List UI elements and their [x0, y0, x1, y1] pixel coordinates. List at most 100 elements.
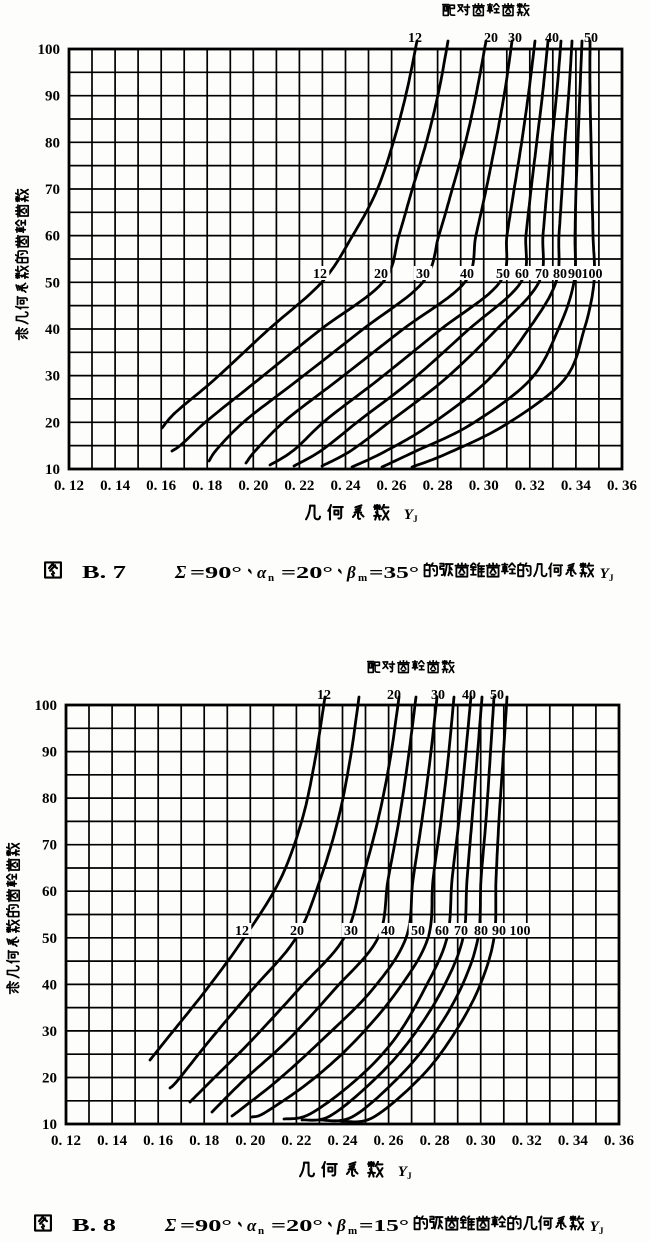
svg-text:α: α	[247, 1216, 257, 1235]
svg-text:30: 30	[45, 369, 60, 385]
svg-text:60: 60	[42, 884, 57, 900]
svg-text:10: 10	[42, 1117, 57, 1133]
svg-text:70: 70	[45, 182, 60, 198]
svg-text:0. 12: 0. 12	[54, 478, 84, 494]
svg-text:80: 80	[553, 267, 567, 282]
svg-text:0. 22: 0. 22	[281, 1133, 311, 1149]
svg-text:0. 34: 0. 34	[558, 1133, 589, 1149]
svg-text:0. 18: 0. 18	[192, 478, 222, 494]
svg-text:50: 50	[496, 267, 510, 282]
svg-text:80: 80	[474, 924, 488, 939]
svg-text:n: n	[258, 1225, 264, 1237]
svg-text:90: 90	[45, 89, 60, 105]
svg-text:20: 20	[42, 1070, 57, 1086]
svg-text:80: 80	[45, 135, 60, 151]
svg-text:0. 30: 0. 30	[469, 478, 499, 494]
svg-text:12: 12	[235, 924, 249, 939]
svg-text:100: 100	[582, 267, 603, 282]
svg-text:100: 100	[35, 698, 58, 714]
svg-text:J: J	[599, 1226, 604, 1236]
svg-text:30: 30	[508, 31, 522, 46]
svg-text:=20°: =20°	[281, 563, 333, 582]
svg-text:0. 20: 0. 20	[238, 478, 268, 494]
svg-text:0. 32: 0. 32	[515, 478, 545, 494]
svg-text:0. 22: 0. 22	[284, 478, 314, 494]
svg-text:J: J	[407, 1171, 412, 1181]
svg-text:0. 18: 0. 18	[189, 1133, 219, 1149]
svg-text:90: 90	[492, 924, 506, 939]
svg-text:40: 40	[381, 924, 395, 939]
svg-text:B. 7: B. 7	[82, 562, 126, 582]
svg-text:0. 14: 0. 14	[100, 478, 131, 494]
svg-text:60: 60	[435, 924, 449, 939]
svg-text:20: 20	[45, 415, 60, 431]
svg-text:50: 50	[411, 924, 425, 939]
svg-text:50: 50	[584, 31, 598, 46]
svg-text:m: m	[358, 572, 367, 584]
svg-text:20: 20	[484, 31, 498, 46]
svg-text:β: β	[346, 563, 356, 582]
svg-text:m: m	[348, 1225, 357, 1237]
svg-text:40: 40	[545, 31, 559, 46]
svg-text:70: 70	[454, 924, 468, 939]
svg-text:80: 80	[42, 791, 57, 807]
svg-text:0. 14: 0. 14	[97, 1133, 128, 1149]
svg-text:0. 24: 0. 24	[330, 478, 361, 494]
svg-text:Y: Y	[398, 1164, 409, 1180]
svg-text:12: 12	[317, 688, 331, 703]
svg-text:30: 30	[344, 924, 358, 939]
svg-text:0. 32: 0. 32	[512, 1133, 542, 1149]
svg-text:J: J	[609, 573, 614, 583]
svg-text:Σ: Σ	[164, 1215, 176, 1235]
svg-text:0. 36: 0. 36	[607, 478, 638, 494]
svg-text:=90°: =90°	[180, 1216, 232, 1235]
svg-text:60: 60	[515, 267, 529, 282]
svg-text:0. 36: 0. 36	[604, 1133, 635, 1149]
svg-text:0. 34: 0. 34	[561, 478, 592, 494]
svg-text:=20°: =20°	[271, 1216, 323, 1235]
svg-text:10: 10	[45, 462, 60, 478]
svg-text:40: 40	[460, 267, 474, 282]
svg-text:70: 70	[42, 838, 57, 854]
svg-text:50: 50	[490, 688, 504, 703]
svg-text:60: 60	[45, 229, 60, 245]
svg-text:=35°: =35°	[369, 563, 419, 582]
svg-text:70: 70	[535, 267, 549, 282]
svg-text:0. 20: 0. 20	[235, 1133, 265, 1149]
svg-text:50: 50	[42, 931, 57, 947]
svg-text:12: 12	[408, 31, 422, 46]
svg-text:0. 30: 0. 30	[466, 1133, 496, 1149]
svg-text:100: 100	[510, 924, 531, 939]
svg-text:Y: Y	[590, 1219, 601, 1235]
svg-text:20: 20	[387, 688, 401, 703]
svg-text:20: 20	[290, 924, 304, 939]
svg-text:12: 12	[313, 267, 327, 282]
svg-text:Σ: Σ	[174, 562, 186, 582]
svg-text:0. 26: 0. 26	[377, 478, 408, 494]
svg-text:=90°: =90°	[190, 563, 242, 582]
svg-text:n: n	[268, 572, 274, 584]
svg-text:0. 26: 0. 26	[374, 1133, 405, 1149]
svg-text:100: 100	[38, 42, 61, 58]
svg-text:β: β	[336, 1216, 346, 1235]
svg-text:30: 30	[42, 1024, 57, 1040]
svg-text:90: 90	[568, 267, 582, 282]
svg-text:30: 30	[431, 688, 445, 703]
svg-text:=15°: =15°	[359, 1216, 409, 1235]
svg-text:Y: Y	[404, 507, 415, 523]
svg-text:20: 20	[374, 267, 388, 282]
svg-text:90: 90	[42, 745, 57, 761]
svg-text:0. 12: 0. 12	[51, 1133, 81, 1149]
svg-text:0. 28: 0. 28	[423, 478, 453, 494]
svg-text:B. 8: B. 8	[72, 1215, 116, 1235]
svg-text:40: 40	[45, 322, 60, 338]
svg-text:30: 30	[416, 267, 430, 282]
svg-text:J: J	[413, 514, 418, 524]
svg-text:0. 16: 0. 16	[146, 478, 177, 494]
svg-text:0. 28: 0. 28	[420, 1133, 450, 1149]
svg-text:40: 40	[42, 977, 57, 993]
svg-text:α: α	[257, 563, 267, 582]
svg-text:Y: Y	[600, 566, 611, 582]
svg-text:40: 40	[462, 688, 476, 703]
svg-text:0. 16: 0. 16	[143, 1133, 174, 1149]
